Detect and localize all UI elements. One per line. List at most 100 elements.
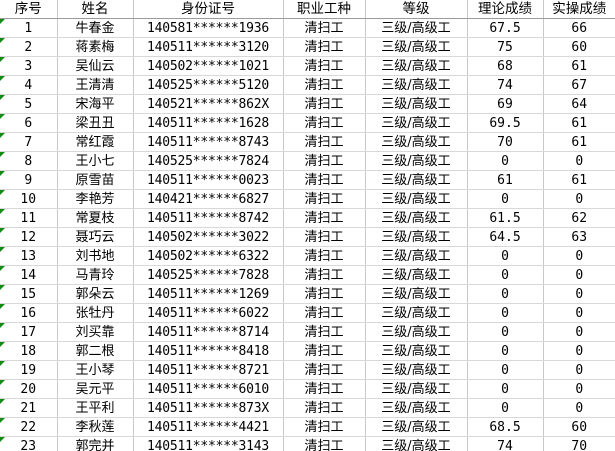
cell-seq[interactable]: 11 [0, 208, 58, 228]
cell-prac[interactable]: 60 [543, 37, 615, 57]
cell-job[interactable]: 清扫工 [283, 322, 366, 342]
cell-level[interactable]: 三级/高级工 [365, 56, 468, 76]
cell-prac[interactable]: 67 [543, 75, 615, 95]
cell-name[interactable]: 马青玲 [57, 265, 134, 285]
cell-theory[interactable]: 0 [467, 284, 544, 304]
table-row[interactable]: 1 牛春金 140581******1936 清扫工 三级/高级工 67.5 66 [0, 18, 615, 38]
cell-level[interactable]: 三级/高级工 [365, 246, 468, 266]
cell-theory[interactable]: 64.5 [467, 227, 544, 247]
cell-job[interactable]: 清扫工 [283, 189, 366, 209]
table-row[interactable]: 23 郭完并 140511******3143 清扫工 三级/高级工 74 70 [0, 436, 615, 451]
cell-seq[interactable]: 22 [0, 417, 58, 437]
cell-job[interactable]: 清扫工 [283, 208, 366, 228]
cell-job[interactable]: 清扫工 [283, 398, 366, 418]
cell-id[interactable]: 140525******7828 [133, 265, 284, 285]
cell-level[interactable]: 三级/高级工 [365, 151, 468, 171]
cell-seq[interactable]: 10 [0, 189, 58, 209]
cell-theory[interactable]: 68 [467, 56, 544, 76]
cell-theory[interactable]: 68.5 [467, 417, 544, 437]
cell-prac[interactable]: 0 [543, 360, 615, 380]
cell-theory[interactable]: 0 [467, 379, 544, 399]
column-header-job[interactable]: 职业工种 [283, 0, 366, 19]
cell-prac[interactable]: 66 [543, 18, 615, 38]
cell-seq[interactable]: 5 [0, 94, 58, 114]
column-header-seq[interactable]: 序号 [0, 0, 58, 19]
cell-id[interactable]: 140511******8742 [133, 208, 284, 228]
cell-name[interactable]: 李秋莲 [57, 417, 134, 437]
cell-theory[interactable]: 69 [467, 94, 544, 114]
cell-seq[interactable]: 13 [0, 246, 58, 266]
table-row[interactable]: 21 王平利 140511******873X 清扫工 三级/高级工 0 0 [0, 398, 615, 418]
table-row[interactable]: 13 刘书地 140502******6322 清扫工 三级/高级工 0 0 [0, 246, 615, 266]
cell-seq[interactable]: 18 [0, 341, 58, 361]
cell-seq[interactable]: 2 [0, 37, 58, 57]
table-row[interactable]: 17 刘买靠 140511******8714 清扫工 三级/高级工 0 0 [0, 322, 615, 342]
cell-id[interactable]: 140511******8418 [133, 341, 284, 361]
cell-seq[interactable]: 23 [0, 436, 58, 451]
cell-job[interactable]: 清扫工 [283, 360, 366, 380]
cell-name[interactable]: 张牡丹 [57, 303, 134, 323]
table-row[interactable]: 11 常夏枝 140511******8742 清扫工 三级/高级工 61.5 62 [0, 208, 615, 228]
cell-job[interactable]: 清扫工 [283, 56, 366, 76]
table-row[interactable]: 10 李艳芳 140421******6827 清扫工 三级/高级工 0 0 [0, 189, 615, 209]
cell-level[interactable]: 三级/高级工 [365, 417, 468, 437]
cell-prac[interactable]: 0 [543, 265, 615, 285]
cell-theory[interactable]: 69.5 [467, 113, 544, 133]
cell-id[interactable]: 140511******1628 [133, 113, 284, 133]
cell-job[interactable]: 清扫工 [283, 151, 366, 171]
cell-seq[interactable]: 9 [0, 170, 58, 190]
cell-prac[interactable]: 61 [543, 113, 615, 133]
cell-level[interactable]: 三级/高级工 [365, 189, 468, 209]
cell-name[interactable]: 王小七 [57, 151, 134, 171]
cell-level[interactable]: 三级/高级工 [365, 94, 468, 114]
cell-level[interactable]: 三级/高级工 [365, 170, 468, 190]
cell-seq[interactable]: 12 [0, 227, 58, 247]
cell-prac[interactable]: 0 [543, 189, 615, 209]
cell-level[interactable]: 三级/高级工 [365, 322, 468, 342]
cell-name[interactable]: 常红霞 [57, 132, 134, 152]
cell-id[interactable]: 140511******6022 [133, 303, 284, 323]
cell-theory[interactable]: 0 [467, 398, 544, 418]
cell-name[interactable]: 梁丑丑 [57, 113, 134, 133]
cell-name[interactable]: 郭完并 [57, 436, 134, 451]
cell-seq[interactable]: 16 [0, 303, 58, 323]
cell-prac[interactable]: 61 [543, 170, 615, 190]
table-row[interactable]: 5 宋海平 140521******862X 清扫工 三级/高级工 69 64 [0, 94, 615, 114]
column-header-theory[interactable]: 理论成绩 [467, 0, 544, 19]
cell-prac[interactable]: 61 [543, 132, 615, 152]
cell-seq[interactable]: 17 [0, 322, 58, 342]
table-row[interactable]: 6 梁丑丑 140511******1628 清扫工 三级/高级工 69.5 61 [0, 113, 615, 133]
cell-theory[interactable]: 74 [467, 75, 544, 95]
cell-theory[interactable]: 61.5 [467, 208, 544, 228]
cell-theory[interactable]: 0 [467, 265, 544, 285]
cell-theory[interactable]: 67.5 [467, 18, 544, 38]
cell-job[interactable]: 清扫工 [283, 18, 366, 38]
cell-name[interactable]: 郭朵云 [57, 284, 134, 304]
cell-id[interactable]: 140511******1269 [133, 284, 284, 304]
cell-seq[interactable]: 20 [0, 379, 58, 399]
cell-id[interactable]: 140511******3143 [133, 436, 284, 451]
cell-prac[interactable]: 0 [543, 398, 615, 418]
cell-prac[interactable]: 70 [543, 436, 615, 451]
cell-id[interactable]: 140511******6010 [133, 379, 284, 399]
cell-name[interactable]: 刘买靠 [57, 322, 134, 342]
cell-prac[interactable]: 0 [543, 151, 615, 171]
cell-seq[interactable]: 14 [0, 265, 58, 285]
cell-job[interactable]: 清扫工 [283, 246, 366, 266]
cell-id[interactable]: 140525******7824 [133, 151, 284, 171]
cell-theory[interactable]: 70 [467, 132, 544, 152]
cell-level[interactable]: 三级/高级工 [365, 37, 468, 57]
cell-theory[interactable]: 0 [467, 303, 544, 323]
column-header-name[interactable]: 姓名 [57, 0, 134, 19]
cell-name[interactable]: 聂巧云 [57, 227, 134, 247]
table-row[interactable]: 18 郭二根 140511******8418 清扫工 三级/高级工 0 0 [0, 341, 615, 361]
cell-id[interactable]: 140511******3120 [133, 37, 284, 57]
cell-theory[interactable]: 74 [467, 436, 544, 451]
cell-id[interactable]: 140511******4421 [133, 417, 284, 437]
cell-seq[interactable]: 15 [0, 284, 58, 304]
cell-theory[interactable]: 0 [467, 341, 544, 361]
table-row[interactable]: 9 原雪苗 140511******0023 清扫工 三级/高级工 61 61 [0, 170, 615, 190]
cell-prac[interactable]: 64 [543, 94, 615, 114]
cell-job[interactable]: 清扫工 [283, 265, 366, 285]
cell-theory[interactable]: 0 [467, 322, 544, 342]
